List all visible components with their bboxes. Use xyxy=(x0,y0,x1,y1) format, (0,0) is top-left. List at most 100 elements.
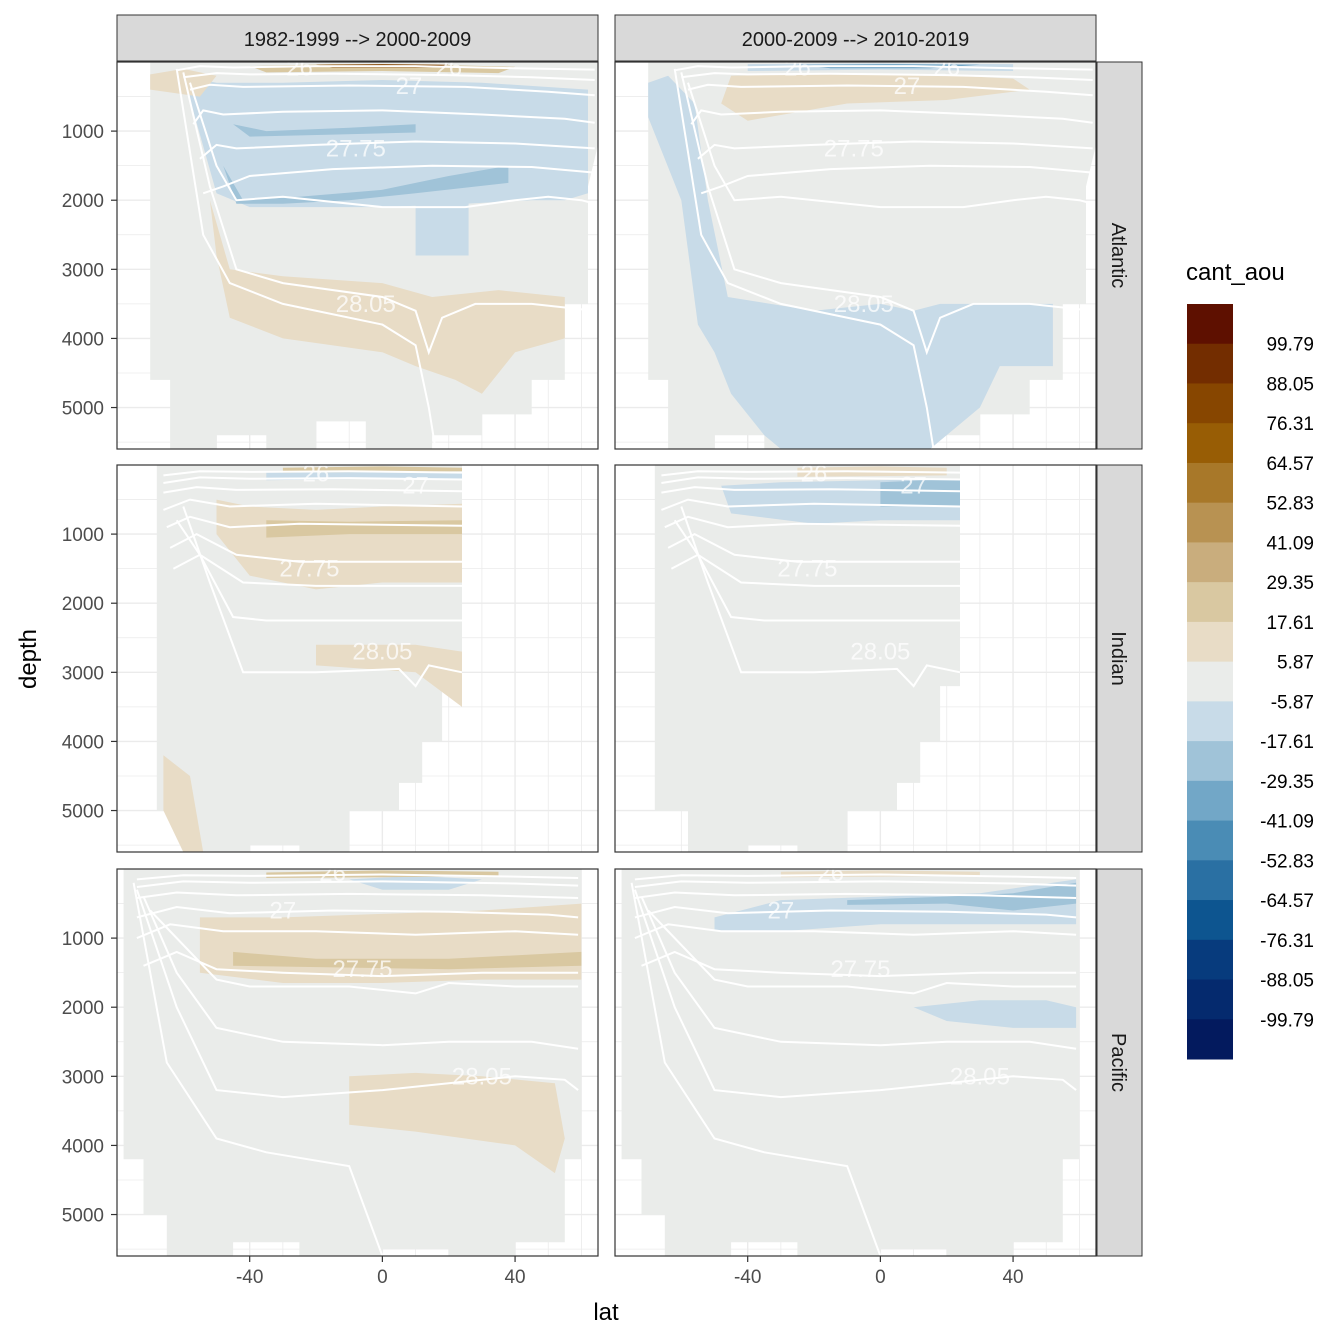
contour-label: 27.75 xyxy=(777,556,837,583)
y-tick-label: 2000 xyxy=(62,191,104,212)
contour-label: 27 xyxy=(396,73,423,100)
legend-key xyxy=(1187,304,1233,345)
y-tick-label: 1000 xyxy=(62,122,104,143)
isopycnal-contour xyxy=(661,476,961,484)
contour-label: 26 xyxy=(435,55,462,82)
panels: 26 26 27 27.75 28.05 26 26 27 27.75 28.05 26 27 27.7… xyxy=(116,55,1097,1257)
legend-label: 17.61 xyxy=(1266,613,1314,634)
isopycnal-contour xyxy=(647,909,1077,995)
isopycnal-contour xyxy=(633,889,1077,1099)
isopycnal-contour xyxy=(132,882,384,1256)
legend-key xyxy=(1187,900,1233,941)
isopycnal-contour xyxy=(163,470,463,477)
contour-label: 27.75 xyxy=(824,135,884,162)
isopycnal-contour xyxy=(136,905,579,919)
anomaly-region xyxy=(316,644,462,707)
panel-pacific-1: 26 27 27.75 28.05 xyxy=(615,860,1096,1256)
x-tick-label: 0 xyxy=(377,1267,388,1288)
isopycnal-contour xyxy=(687,82,1093,209)
isopycnal-contour xyxy=(673,68,935,449)
contour-label: 26 xyxy=(933,55,960,82)
contour-label: 28.05 xyxy=(950,1063,1010,1090)
legend-key xyxy=(1187,780,1233,822)
isopycnal-contour xyxy=(182,506,463,688)
isopycnal-contour xyxy=(135,889,579,1099)
contour-label: 26 xyxy=(817,860,844,887)
x-tick-label: 0 xyxy=(875,1267,886,1288)
isopycnal-contour xyxy=(183,72,595,81)
contour-label: 26 xyxy=(303,460,330,487)
isopycnal-contour xyxy=(690,109,1093,125)
panel-border xyxy=(614,868,1097,1257)
legend-key xyxy=(1187,661,1233,702)
legend-label: 41.09 xyxy=(1266,533,1314,554)
legend-label: -52.83 xyxy=(1260,851,1314,872)
x-tick-label: 40 xyxy=(1002,1267,1023,1288)
legend-key xyxy=(1187,939,1233,981)
y-tick-label: 5000 xyxy=(62,1206,104,1227)
y-tick-label: 3000 xyxy=(62,663,104,684)
isopycnal-contour xyxy=(680,506,961,688)
isopycnal-contour xyxy=(634,880,1077,888)
legend-title: cant_aou xyxy=(1186,259,1285,286)
isopycnal-contour xyxy=(166,515,463,529)
anomaly-region xyxy=(415,200,469,256)
isopycnal-contour xyxy=(202,164,595,195)
row-strip-0: Atlantic xyxy=(1096,61,1143,450)
column-strip-0: 1982-1999 --> 2000-2009 xyxy=(116,14,599,62)
legend-key xyxy=(1187,542,1233,583)
contour-label: 27.75 xyxy=(332,956,392,983)
legend-key xyxy=(1187,462,1233,504)
legend-label: -17.61 xyxy=(1260,732,1314,753)
panel-indian-0: 26 27 27.75 28.05 xyxy=(117,460,598,852)
legend-key xyxy=(1187,820,1233,861)
isopycnal-contour xyxy=(189,83,595,97)
y-tick-label: 3000 xyxy=(62,1067,104,1088)
anomaly-region xyxy=(233,124,416,137)
column-strip-label: 1982-1999 --> 2000-2009 xyxy=(244,29,471,51)
isopycnal-contour xyxy=(687,83,1093,97)
legend-label: 5.87 xyxy=(1277,653,1314,674)
isopycnal-contour xyxy=(661,486,961,494)
x-tick-label: -40 xyxy=(734,1267,761,1288)
legend-label: 99.79 xyxy=(1266,335,1314,356)
isopycnal-contour xyxy=(673,519,960,622)
legend-label: -88.05 xyxy=(1260,971,1314,992)
legend-label: -41.09 xyxy=(1260,812,1314,833)
isopycnal-contour xyxy=(199,140,595,160)
legend-label: 64.57 xyxy=(1266,454,1314,475)
contour-label: 27.75 xyxy=(279,556,339,583)
panel-border xyxy=(116,464,599,853)
contour-label: 28.05 xyxy=(352,639,412,666)
anomaly-region xyxy=(648,75,1053,449)
isopycnal-contour xyxy=(634,905,1077,919)
contour-label: 28.05 xyxy=(834,291,894,318)
isopycnal-contour xyxy=(670,553,960,587)
anomaly-region xyxy=(714,879,1077,932)
legend-keys xyxy=(1187,304,1233,1060)
contour-label: 27.75 xyxy=(326,135,386,162)
y-tick-label: 5000 xyxy=(62,399,104,420)
legend-label: 76.31 xyxy=(1266,414,1314,435)
panel-border xyxy=(116,61,599,450)
anomaly-region xyxy=(163,755,204,852)
isopycnal-contour xyxy=(634,891,1077,899)
panel-border xyxy=(116,868,599,1257)
isopycnal-contour xyxy=(136,923,579,940)
legend-label: -76.31 xyxy=(1260,931,1314,952)
y-tick-label: 5000 xyxy=(62,802,104,823)
anomaly-region xyxy=(847,882,1077,911)
legend-label: 29.35 xyxy=(1266,573,1314,594)
contour-label: 27.75 xyxy=(830,956,890,983)
contour-label: 26 xyxy=(784,55,811,82)
isopycnal-contour xyxy=(143,950,579,978)
legend-label: 88.05 xyxy=(1266,374,1314,395)
row-strip-1: Indian xyxy=(1096,464,1143,853)
y-axes: 1000 2000 3000 4000 5000 1000 2000 3000 4000 5000… xyxy=(62,122,117,1227)
x-axis-title: lat xyxy=(593,1299,619,1326)
contour-label: 27 xyxy=(270,897,297,924)
contour-label: 27 xyxy=(402,473,429,500)
legend-label: -99.79 xyxy=(1260,1010,1314,1031)
isopycnal-contour xyxy=(172,553,462,587)
anomaly-region xyxy=(349,1072,565,1174)
